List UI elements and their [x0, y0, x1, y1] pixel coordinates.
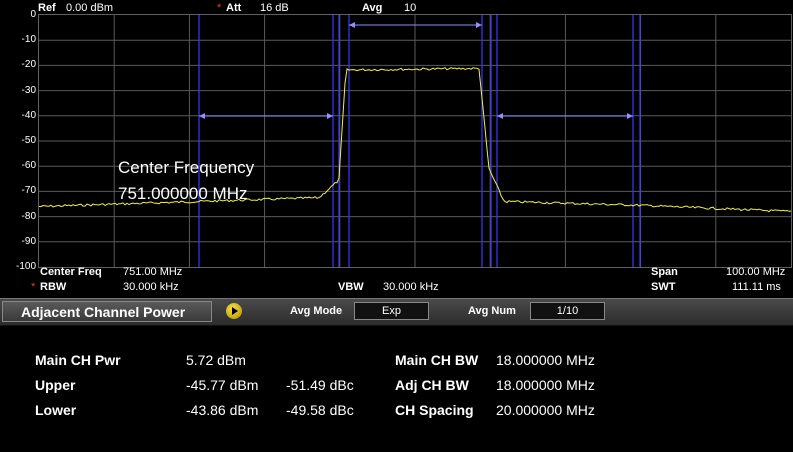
att-marker: *	[217, 2, 222, 14]
y-tick-label: -60	[21, 160, 36, 172]
rbw-value: 30.000 kHz	[123, 281, 179, 293]
avg-label: Avg	[362, 2, 383, 14]
y-tick-label: -40	[21, 109, 36, 121]
adj-ch-bw-value: 18.000000 MHz	[496, 377, 595, 393]
main-ch-bw-label: Main CH BW	[395, 352, 479, 368]
center-freq-label: Center Freq	[40, 266, 102, 278]
upper-dbc: -51.49 dBc	[286, 377, 354, 393]
att-value: 16 dB	[260, 2, 289, 14]
main-ch-pwr-value: 5.72 dBm	[186, 352, 246, 368]
center-freq-value: 751.00 MHz	[123, 266, 183, 278]
vbw-label: VBW	[338, 281, 364, 293]
avg-mode-label: Avg Mode	[290, 305, 343, 317]
center-frequency-label: Center Frequency	[118, 158, 255, 177]
y-tick-label: -10	[21, 34, 36, 46]
avg-num-field[interactable]: 1/10	[530, 302, 605, 320]
ch-spacing-value: 20.000000 MHz	[496, 402, 595, 418]
y-tick-label: -100	[15, 261, 36, 272]
avg-num-label: Avg Num	[468, 305, 516, 317]
span-value: 100.00 MHz	[726, 266, 786, 278]
bandwidth-arrow-head-left	[349, 22, 355, 28]
bandwidth-arrow-head-right	[476, 22, 482, 28]
avg-mode-field[interactable]: Exp	[354, 302, 429, 320]
upper-label: Upper	[35, 377, 76, 393]
upper-dbm: -45.77 dBm	[186, 377, 259, 393]
ch-spacing-label: CH Spacing	[395, 402, 474, 418]
bandwidth-arrow-head-left	[497, 113, 503, 119]
ref-value: 0.00 dBm	[66, 2, 114, 14]
rbw-marker: *	[31, 281, 36, 293]
center-frequency-value: 751.000000 MHz	[118, 184, 248, 203]
ref-label: Ref	[38, 2, 56, 14]
lower-dbm: -43.86 dBm	[186, 402, 259, 418]
swt-label: SWT	[651, 281, 676, 293]
avg-value: 10	[404, 2, 417, 14]
main-ch-bw-value: 18.000000 MHz	[496, 352, 595, 368]
spectrum-svg	[38, 15, 792, 267]
rbw-label: RBW	[40, 281, 67, 293]
y-tick-label: -90	[21, 235, 36, 247]
main-ch-pwr-label: Main CH Pwr	[35, 352, 121, 368]
y-tick-label: 0	[30, 9, 36, 20]
lower-label: Lower	[35, 402, 77, 418]
span-label: Span	[651, 266, 678, 278]
spectrum-trace	[38, 67, 792, 213]
adj-ch-bw-label: Adj CH BW	[395, 377, 469, 393]
spectrum-display[interactable]	[38, 14, 792, 268]
bandwidth-arrow-head-right	[327, 113, 333, 119]
y-tick-label: -50	[21, 135, 36, 146]
att-label: Att	[226, 2, 242, 14]
lower-dbc: -49.58 dBc	[286, 402, 354, 418]
bandwidth-arrow-head-left	[199, 113, 205, 119]
y-tick-label: -20	[21, 59, 36, 71]
play-icon[interactable]	[226, 303, 242, 319]
y-tick-label: -80	[21, 210, 36, 222]
measurement-mode-button[interactable]: Adjacent Channel Power	[2, 301, 212, 322]
measurement-toolbar: Adjacent Channel Power Avg Mode Exp Avg …	[0, 298, 793, 326]
y-tick-label: -70	[21, 185, 36, 197]
bandwidth-arrow-head-right	[627, 113, 633, 119]
swt-value: 111.11 ms	[732, 281, 781, 293]
y-tick-label: -30	[21, 84, 36, 96]
vbw-value: 30.000 kHz	[383, 281, 439, 293]
